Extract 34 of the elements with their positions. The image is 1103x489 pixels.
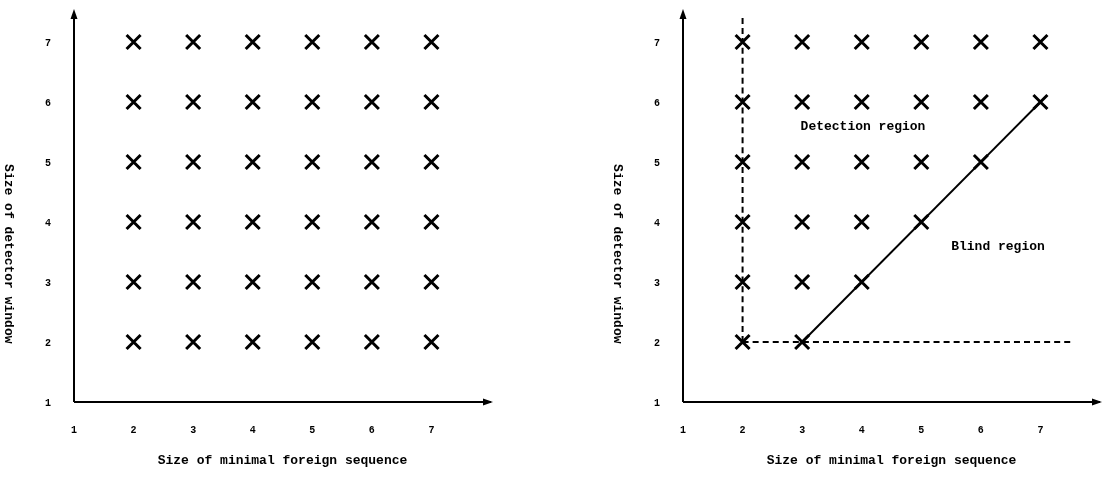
x-tick-label: 2 bbox=[130, 425, 137, 437]
x-axis-title: Size of minimal foreign sequence bbox=[766, 452, 1017, 468]
x-tick-label: 5 bbox=[918, 425, 925, 437]
annotation: Detection region bbox=[800, 118, 926, 134]
y-tick-label: 5 bbox=[44, 157, 51, 169]
y-tick-label: 3 bbox=[653, 277, 660, 289]
x-tick-label: 3 bbox=[190, 425, 197, 437]
x-tick-label: 1 bbox=[679, 425, 687, 437]
y-tick-label: 7 bbox=[44, 37, 51, 49]
y-tick-label: 1 bbox=[653, 397, 660, 409]
y-tick-label: 7 bbox=[653, 37, 660, 49]
y-tick-label: 4 bbox=[653, 217, 660, 229]
x-tick-label: 3 bbox=[799, 425, 806, 437]
y-tick-label: 1 bbox=[44, 397, 51, 409]
x-tick-label: 4 bbox=[249, 425, 256, 437]
y-tick-label: 5 bbox=[653, 157, 660, 169]
x-tick-label: 2 bbox=[739, 425, 746, 437]
x-tick-label: 6 bbox=[977, 425, 984, 437]
x-tick-label: 1 bbox=[70, 425, 78, 437]
x-tick-label: 4 bbox=[858, 425, 865, 437]
annotation: Blind region bbox=[951, 238, 1045, 254]
y-tick-label: 4 bbox=[44, 217, 51, 229]
y-tick-label: 2 bbox=[653, 337, 660, 349]
y-tick-label: 6 bbox=[653, 97, 660, 109]
y-axis-title: Size of detector window bbox=[1, 164, 17, 344]
x-tick-label: 7 bbox=[428, 425, 435, 437]
y-tick-label: 3 bbox=[44, 277, 51, 289]
y-axis-title: Size of detector window bbox=[610, 164, 626, 344]
x-tick-label: 6 bbox=[368, 425, 375, 437]
y-tick-label: 6 bbox=[44, 97, 51, 109]
y-tick-label: 2 bbox=[44, 337, 51, 349]
x-tick-label: 5 bbox=[309, 425, 316, 437]
x-axis-title: Size of minimal foreign sequence bbox=[157, 452, 408, 468]
x-tick-label: 7 bbox=[1037, 425, 1044, 437]
